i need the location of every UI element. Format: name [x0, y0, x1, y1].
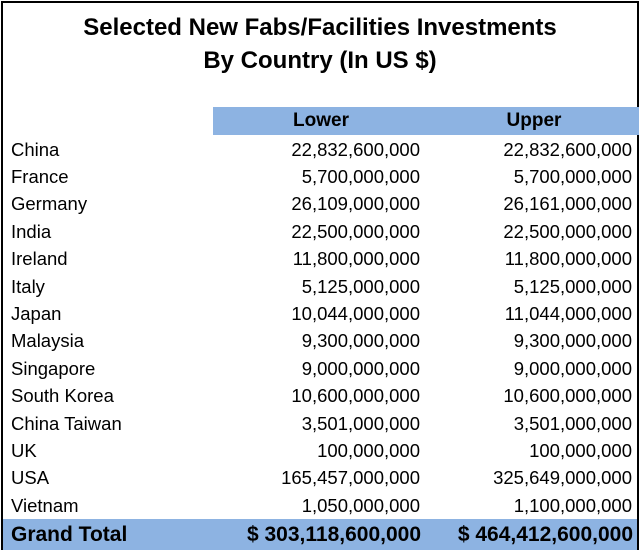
table-row: USA 165,457,000,000 325,649,000,000 [11, 465, 632, 492]
table-row: Germany 26,109,000,000 26,161,000,000 [11, 191, 632, 218]
lower-value-cell: 9,300,000,000 [301, 330, 420, 352]
table-row: Italy 5,125,000,000 5,125,000,000 [11, 273, 632, 300]
upper-value-cell: 22,500,000,000 [503, 220, 632, 242]
title-line-2: By Country (In US $) [203, 47, 437, 74]
country-cell: Malaysia [11, 330, 84, 352]
country-cell: China Taiwan [11, 412, 122, 434]
table-row: China 22,832,600,000 22,832,600,000 [11, 136, 632, 163]
table-row: Vietnam 1,050,000,000 1,100,000,000 [11, 492, 632, 519]
data-table: China 22,832,600,000 22,832,600,000 France 5… [11, 136, 632, 519]
country-cell: South Korea [11, 385, 114, 407]
lower-value-cell: 5,125,000,000 [301, 275, 420, 297]
table-row: China Taiwan 3,501,000,000 3,501,000,000 [11, 410, 632, 437]
table-row: Japan 10,044,000,000 11,044,000,000 [11, 300, 632, 327]
upper-value-cell: 325,649,000,000 [493, 467, 632, 489]
country-cell: Ireland [11, 248, 68, 270]
country-cell: India [11, 220, 52, 242]
table-row: South Korea 10,600,000,000 10,600,000,000 [11, 383, 632, 410]
grand-total-row: Grand Total $ 303,118,600,000 $ 464,412,… [3, 519, 637, 550]
country-cell: UK [11, 439, 37, 461]
country-cell: France [11, 166, 69, 188]
lower-value-cell: 22,832,600,000 [291, 138, 420, 160]
table-row: Malaysia 9,300,000,000 9,300,000,000 [11, 328, 632, 355]
country-cell: Japan [11, 303, 62, 325]
upper-value-cell: 10,600,000,000 [503, 385, 632, 407]
country-cell: Vietnam [11, 494, 79, 516]
upper-value-cell: 22,832,600,000 [503, 138, 632, 160]
upper-value-cell: 5,700,000,000 [513, 166, 632, 188]
upper-value-cell: 11,044,000,000 [504, 303, 632, 325]
upper-value-cell: 3,501,000,000 [513, 412, 632, 434]
table-row: Singapore 9,000,000,000 9,000,000,000 [11, 355, 632, 382]
lower-value-cell: 3,501,000,000 [301, 412, 420, 434]
lower-value-cell: 9,000,000,000 [301, 357, 420, 379]
country-cell: Italy [11, 275, 45, 297]
column-header-upper: Upper [506, 110, 562, 131]
title-line-1: Selected New Fabs/Facilities Investments [83, 14, 557, 41]
column-header-row: Lower Upper [213, 107, 639, 135]
upper-value-cell: 5,125,000,000 [513, 275, 632, 297]
upper-value-cell: 100,000,000 [529, 439, 632, 461]
lower-value-cell: 10,044,000,000 [291, 303, 420, 325]
lower-value-cell: 10,600,000,000 [291, 385, 420, 407]
grand-total-label: Grand Total [11, 522, 128, 546]
column-header-lower: Lower [293, 110, 349, 131]
country-cell: China [11, 138, 60, 160]
upper-value-cell: 9,000,000,000 [513, 357, 632, 379]
country-cell: Germany [11, 193, 88, 215]
country-cell: Singapore [11, 357, 96, 379]
upper-value-cell: 9,300,000,000 [513, 330, 632, 352]
table-row: India 22,500,000,000 22,500,000,000 [11, 218, 632, 245]
upper-value-cell: 11,800,000,000 [504, 248, 632, 270]
lower-value-cell: 5,700,000,000 [301, 166, 420, 188]
table-row: Ireland 11,800,000,000 11,800,000,000 [11, 246, 632, 273]
table-title: Selected New Fabs/Facilities Investments… [3, 11, 637, 77]
lower-value-cell: 1,050,000,000 [301, 494, 420, 516]
lower-value-cell: 22,500,000,000 [291, 220, 420, 242]
lower-value-cell: 165,457,000,000 [281, 467, 420, 489]
lower-value-cell: 26,109,000,000 [291, 193, 420, 215]
table-row: France 5,700,000,000 5,700,000,000 [11, 163, 632, 190]
lower-value-cell: 11,800,000,000 [292, 248, 420, 270]
country-cell: USA [11, 467, 50, 489]
table-row: UK 100,000,000 100,000,000 [11, 437, 632, 464]
upper-value-cell: 1,100,000,000 [513, 494, 632, 516]
lower-value-cell: 100,000,000 [317, 439, 420, 461]
grand-total-upper: $ 464,412,600,000 [457, 522, 633, 546]
upper-value-cell: 26,161,000,000 [503, 193, 632, 215]
grand-total-lower: $ 303,118,600,000 [246, 522, 421, 546]
